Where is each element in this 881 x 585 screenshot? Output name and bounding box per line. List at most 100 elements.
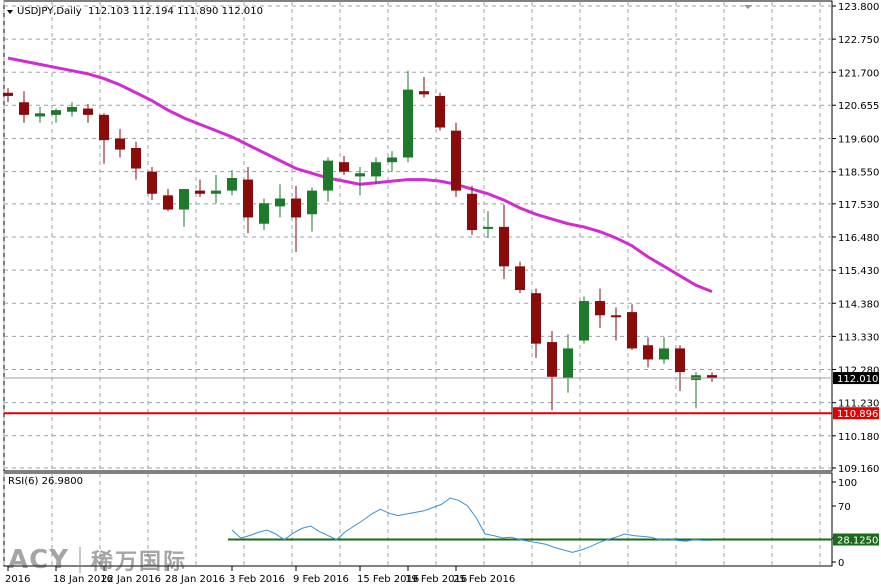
candle-body [227, 177, 237, 191]
candle [451, 122, 461, 197]
candle [403, 70, 413, 163]
candle-body [291, 198, 301, 218]
price-tick-label: 109.160 [838, 464, 879, 475]
acy-logo: ACY 稀万国际 [8, 540, 187, 580]
current-price-tag [833, 372, 879, 385]
candle [51, 108, 61, 123]
candle [35, 106, 45, 123]
x-tick-label: 9 Feb 2016 [293, 574, 349, 585]
candle-body [131, 148, 141, 169]
candle [307, 187, 317, 232]
candle [259, 198, 269, 231]
price-tick-label: 116.480 [838, 233, 879, 244]
candle [131, 141, 141, 180]
candle [419, 77, 429, 98]
candle-body [371, 162, 381, 177]
x-tick-label: 18 Jan 2016 [53, 574, 113, 585]
candle-body [451, 130, 461, 191]
candle-body [627, 312, 637, 349]
candle [435, 92, 445, 131]
candle [563, 334, 573, 393]
candle-body [259, 203, 269, 224]
price-tick-label: 120.655 [838, 101, 879, 112]
candle [115, 129, 125, 158]
candle [323, 157, 333, 202]
price-tick-label: 119.600 [838, 135, 879, 146]
candle [291, 185, 301, 253]
candle-body [243, 179, 253, 218]
candle [499, 204, 509, 279]
shift-marker-icon[interactable] [744, 5, 752, 9]
candle-body [483, 226, 493, 229]
rsi-tick-label: 100 [838, 478, 857, 489]
candle-body [547, 342, 557, 377]
candle-body [435, 95, 445, 128]
candle [483, 211, 493, 238]
rsi-label: RSI(6) 26.9800 [8, 476, 83, 487]
rsi-tick-label: 70 [838, 502, 851, 513]
candle [339, 155, 349, 175]
candle-body [499, 226, 509, 267]
current-price-line: 112.010 [4, 372, 879, 385]
logo-brand: ACY [8, 545, 70, 575]
candle-body [515, 266, 525, 291]
price-panel [3, 0, 833, 472]
candle [83, 103, 93, 123]
price-tick-label: 112.280 [838, 366, 879, 377]
price-tick-label: 111.230 [838, 399, 879, 410]
price-tick-label: 113.330 [838, 332, 879, 343]
candle [67, 102, 77, 117]
x-tick-label: 25 Feb 2016 [453, 574, 515, 585]
candle [371, 157, 381, 185]
candle-body [195, 190, 205, 194]
candle [99, 113, 109, 164]
candle-body [707, 375, 717, 379]
candle-body [403, 89, 413, 158]
candle-body [163, 195, 173, 210]
candle [211, 174, 221, 204]
candle-body [579, 301, 589, 341]
candle-body [275, 198, 285, 207]
price-tick-label: 121.700 [838, 68, 879, 79]
candle-body [563, 348, 573, 379]
rsi-level-tag [833, 533, 879, 546]
candle [643, 337, 653, 368]
candle [275, 184, 285, 218]
rsi-line [231, 497, 713, 553]
candle [627, 304, 637, 350]
candle [531, 288, 541, 358]
candle-body [595, 301, 605, 316]
candle-body [355, 173, 365, 177]
candle [675, 345, 685, 391]
candle [355, 166, 365, 196]
candle [3, 88, 13, 103]
x-tick-label: 3 Feb 2016 [229, 574, 285, 585]
candle [19, 91, 29, 123]
ohlc-label: 112.103 112.194 111.890 112.010 [88, 6, 263, 17]
candle-body [323, 160, 333, 191]
symbol-label: USDJPY,Daily [17, 6, 82, 17]
rsi-level-line: 28.1250 [228, 533, 879, 547]
candle-body [659, 348, 669, 360]
candle-body [51, 110, 61, 115]
candle-body [83, 108, 93, 115]
candlesticks [3, 70, 717, 411]
logo-chinese: 稀万国际 [91, 550, 188, 575]
candle [163, 189, 173, 212]
candle-body [531, 293, 541, 344]
candle-body [35, 113, 45, 117]
x-tick-label: 22 Jan 2016 [101, 574, 161, 585]
candle-body [419, 91, 429, 95]
candle [195, 179, 205, 197]
rsi-polyline [231, 497, 713, 553]
price-tick-label: 118.550 [838, 168, 879, 179]
rsi-level-label: 28.1250 [837, 536, 878, 547]
support-line: 110.896 [4, 407, 879, 420]
triangle-down-icon[interactable] [7, 10, 13, 14]
candle-body [147, 171, 157, 194]
candle-body [67, 106, 77, 112]
price-tick-label: 117.530 [838, 200, 879, 211]
candle-body [211, 190, 221, 194]
candle-body [467, 193, 477, 231]
